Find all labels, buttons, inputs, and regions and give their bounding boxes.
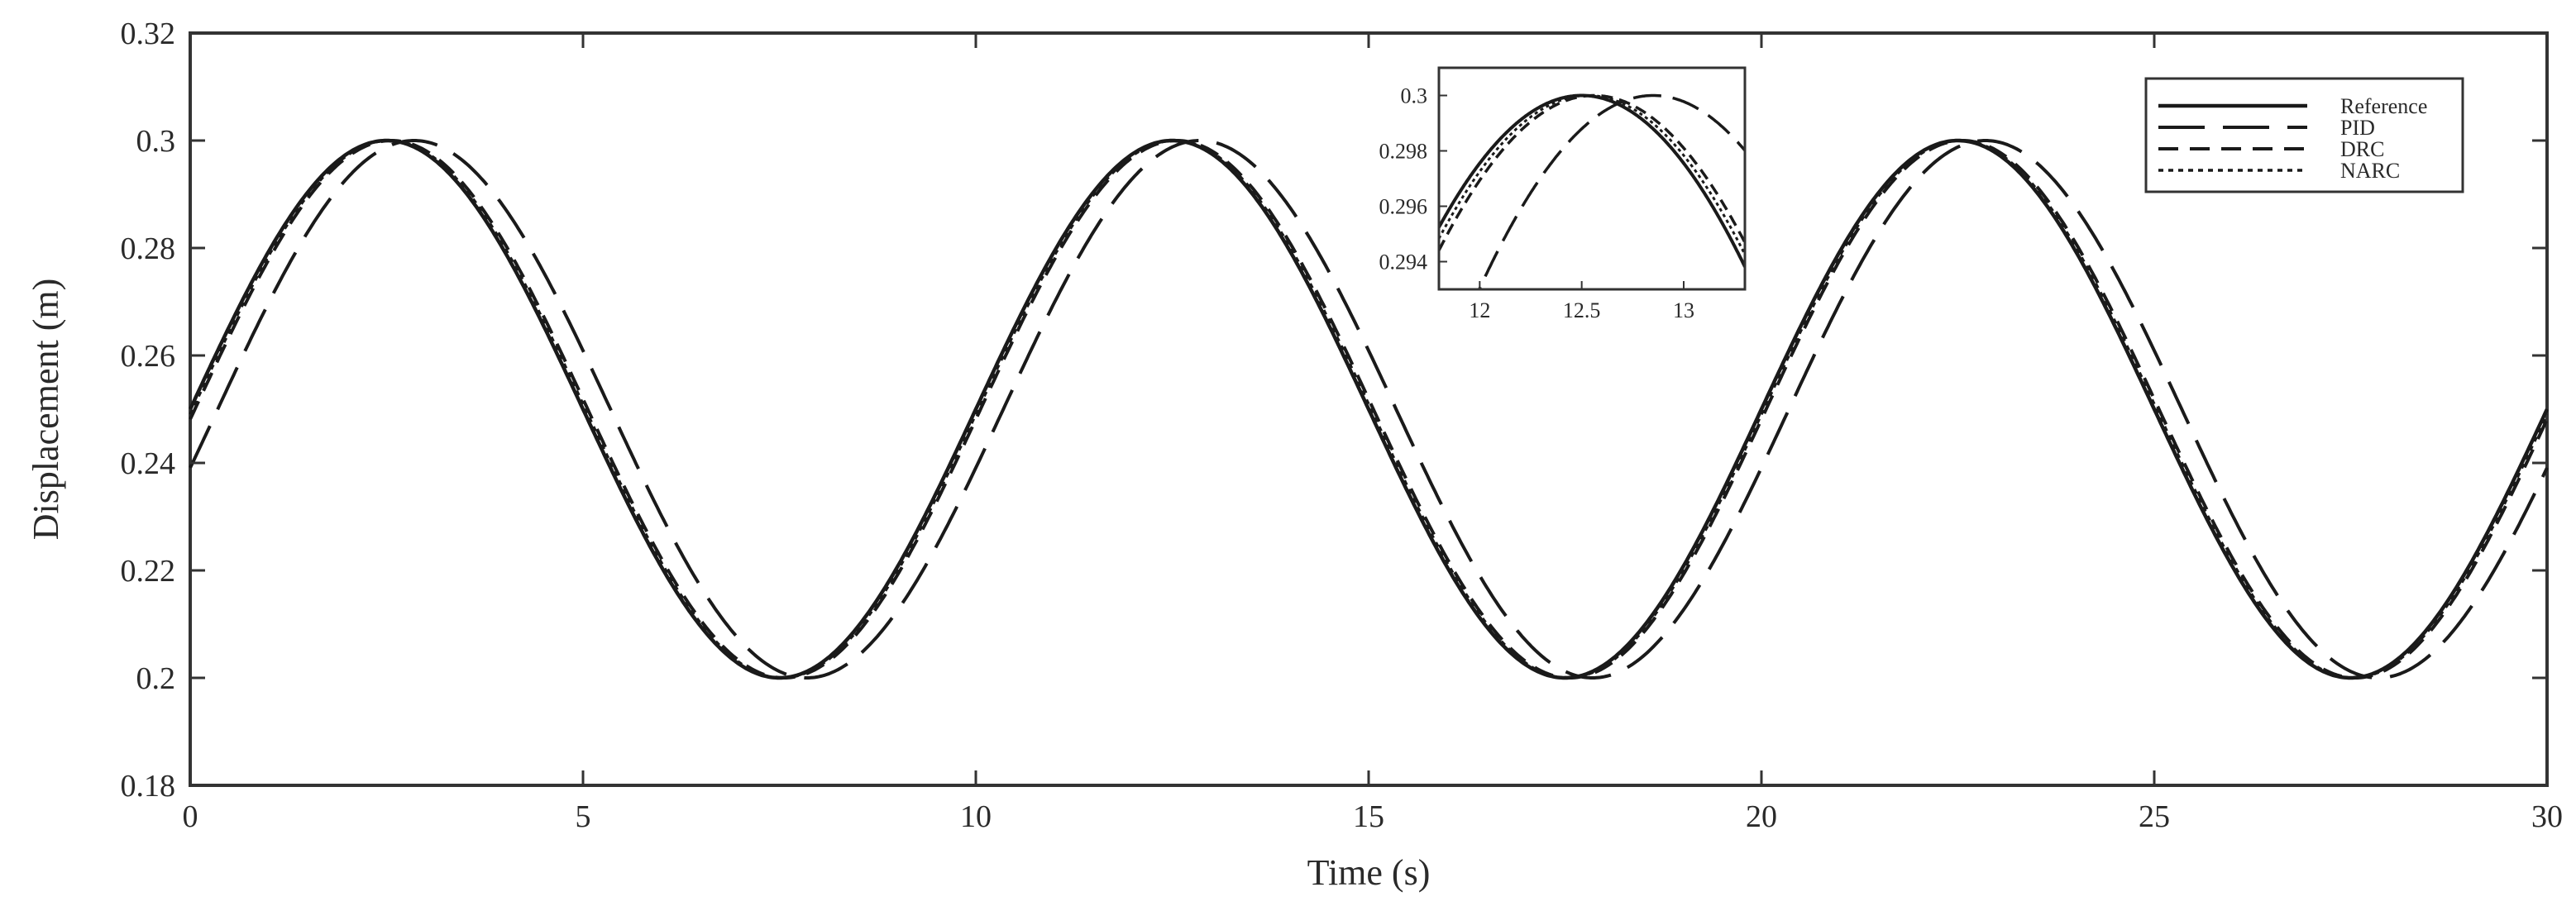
inset-y-axis-ticks: 0.294 0.296 0.298 0.3 [1379,84,1447,274]
inset-series-line-narc [1439,94,1745,255]
inset-frame [1437,66,1747,291]
x-tick-label: 5 [576,799,591,834]
inset-series-group [1439,93,1745,289]
x-tick-label: 20 [1746,799,1777,834]
y-tick-label: 0.32 [121,17,176,51]
y-axis-title: Displacement (m) [26,279,66,540]
legend-label-reference: Reference [2340,94,2427,118]
y-tick-label: 0.24 [121,446,176,481]
series-line-reference [188,138,2550,680]
inset-background [1439,68,1745,289]
inset-y-tick-label: 0.294 [1379,250,1428,274]
y-tick-label: 0.22 [121,554,176,589]
x-tick-label: 30 [2531,799,2563,834]
y-tick-label: 0.3 [136,124,176,159]
x-axis-title: Time (s) [1307,852,1431,893]
x-tick-label: 15 [1353,799,1384,834]
inset-x-tick-label: 13 [1673,298,1694,322]
y-tick-label: 0.18 [121,769,176,804]
x-axis-ticks: 0 5 10 15 20 25 30 [183,33,2563,834]
inset-series-line-pid [1477,93,1745,289]
inset-y-tick-label: 0.298 [1379,140,1428,164]
legend-label-drc: DRC [2340,137,2384,161]
inset-y-tick-label: 0.3 [1401,84,1428,108]
legend-label-pid: PID [2340,116,2375,140]
legend-label-narc: NARC [2340,159,2400,183]
inset-x-tick-label: 12 [1469,298,1490,322]
inset-x-axis-ticks: 12 12.5 13 [1469,281,1694,322]
y-tick-label: 0.2 [136,661,176,696]
inset-y-tick-label: 0.296 [1379,195,1428,219]
legend-box [2144,77,2464,193]
main-series-group [188,138,2550,680]
x-tick-label: 0 [183,799,198,834]
y-tick-label: 0.26 [121,339,176,374]
x-tick-label: 25 [2139,799,2170,834]
y-tick-label: 0.28 [121,231,176,266]
series-line-pid [189,139,2549,680]
inset-x-tick-label: 12.5 [1563,298,1601,322]
y-axis-ticks: 0.18 0.2 0.22 0.24 0.26 0.28 0.3 0.32 [121,17,2547,804]
x-tick-label: 10 [960,799,992,834]
